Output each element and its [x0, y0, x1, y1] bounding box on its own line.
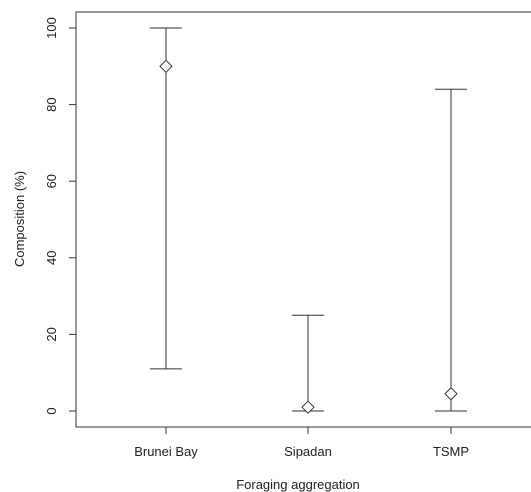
y-tick-label: 40 [44, 251, 59, 265]
y-tick-label: 0 [44, 407, 59, 414]
estimate-point [301, 400, 315, 414]
y-tick-label: 20 [44, 327, 59, 341]
y-axis-title: Composition (%) [12, 171, 27, 267]
plot-frame [75, 11, 531, 428]
y-tick-label: 100 [44, 17, 59, 39]
x-tick-label: Sipadan [284, 444, 332, 459]
y-tick-label: 60 [44, 174, 59, 188]
estimate-point [159, 59, 173, 74]
x-tick-label: TSMP [433, 444, 469, 459]
estimate-point [444, 387, 458, 401]
x-tick-label: Brunei Bay [134, 444, 198, 459]
y-tick-label: 80 [44, 97, 59, 111]
x-axis-title: Foraging aggregation [236, 477, 360, 492]
